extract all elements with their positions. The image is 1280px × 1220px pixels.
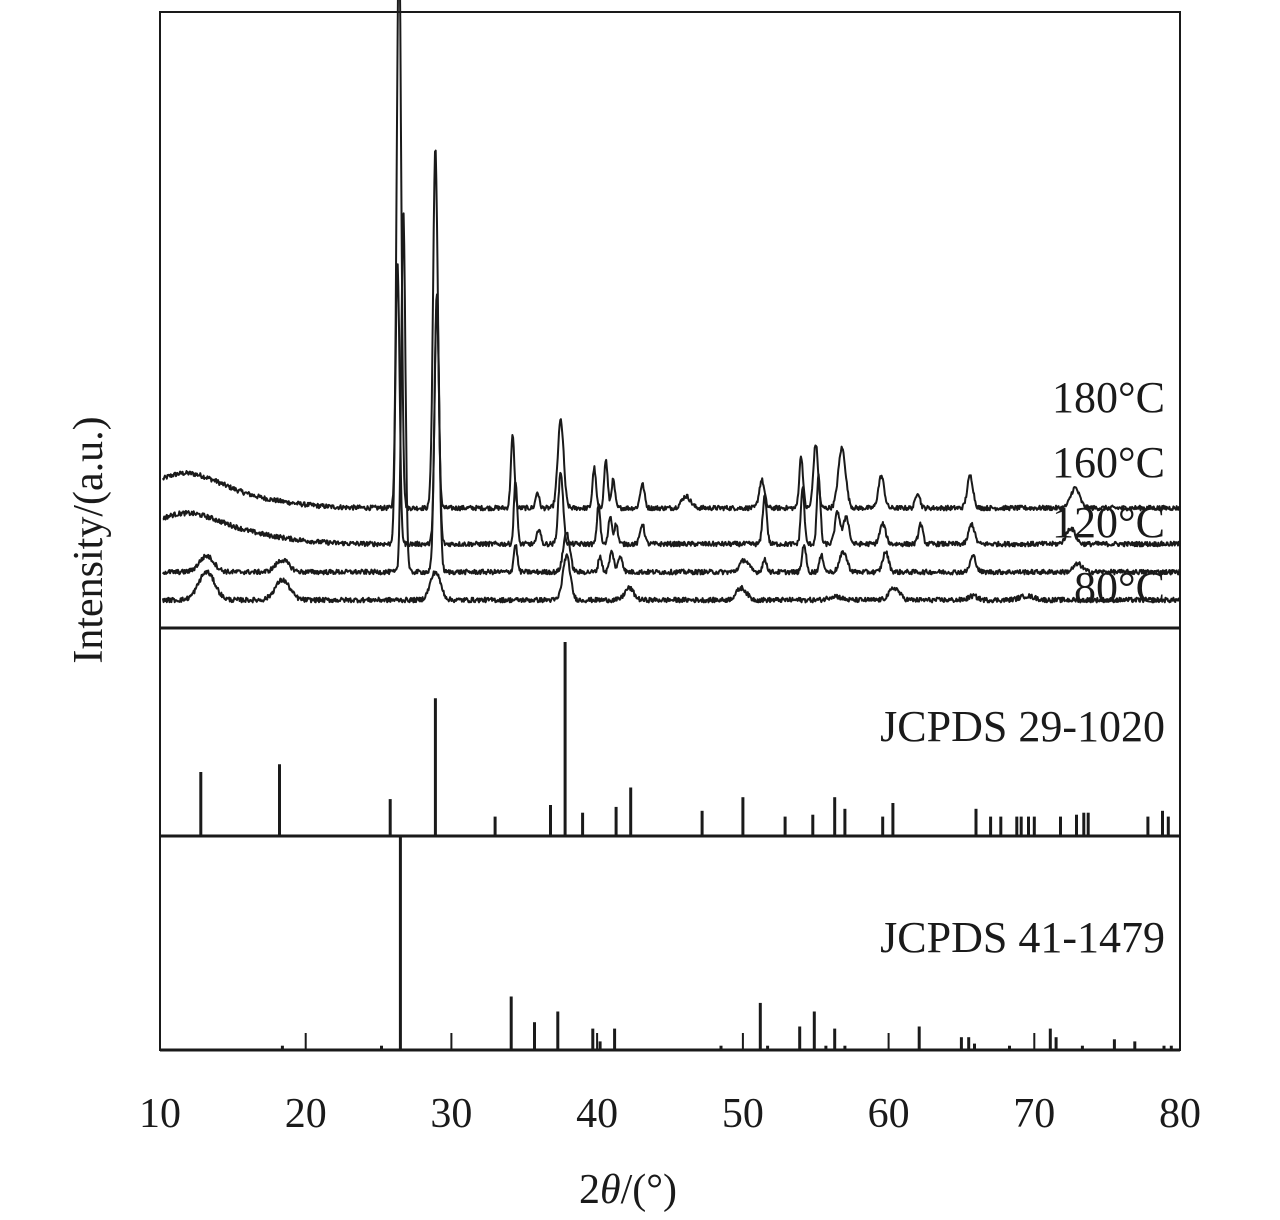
x-tick-label-30: 30 [430, 1091, 472, 1137]
x-axis-title-theta: θ [600, 1167, 621, 1213]
pattern-traces [161, 0, 1181, 604]
x-tick-label-50: 50 [722, 1091, 764, 1137]
x-axis-title: 2θ/(°) [579, 1167, 677, 1213]
x-tick-label-10: 10 [139, 1091, 181, 1137]
series-label-120: 120°C [1052, 498, 1165, 547]
series-line-80 [161, 553, 1181, 604]
x-axis-title-prefix: 2 [579, 1167, 600, 1213]
x-tick-label-40: 40 [576, 1091, 618, 1137]
plot-frame [159, 11, 1181, 1051]
series-label-160: 160°C [1052, 438, 1165, 487]
reference-label-41-1479: JCPDS 41-1479 [880, 913, 1165, 962]
series-line-180 [162, 0, 1181, 512]
reference-label-29-1020: JCPDS 29-1020 [880, 702, 1165, 751]
series-label-180: 180°C [1052, 373, 1165, 422]
x-axis-title-suffix: /(°) [621, 1167, 677, 1213]
x-tick-label-60: 60 [868, 1091, 910, 1137]
x-tick-label-70: 70 [1013, 1091, 1055, 1137]
x-tick-label-20: 20 [285, 1091, 327, 1137]
x-tick-label-80: 80 [1159, 1091, 1201, 1137]
x-axis-ticks: 10 20 30 40 50 60 70 80 [139, 1033, 1201, 1137]
reference-sticks [199, 642, 1173, 1050]
y-axis-title: Intensity/(a.u.) [66, 416, 112, 663]
series-label-80: 80°C [1074, 563, 1165, 612]
series-line-120 [162, 212, 1181, 576]
series-line-160 [162, 263, 1181, 548]
